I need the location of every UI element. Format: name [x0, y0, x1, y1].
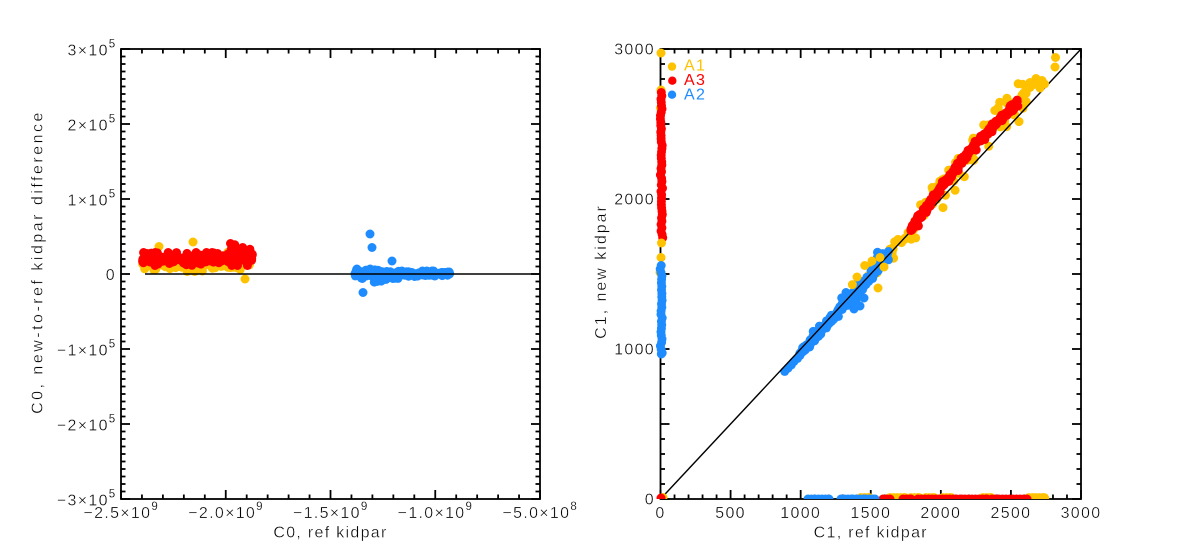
svg-text:0: 0	[645, 492, 655, 509]
svg-text:C0, ref kidpar: C0, ref kidpar	[273, 525, 387, 542]
svg-text:3000: 3000	[1061, 505, 1102, 522]
svg-text:500: 500	[715, 505, 746, 522]
svg-text:−2.5×109: −2.5×109	[83, 501, 158, 522]
svg-text:1000: 1000	[614, 342, 655, 359]
svg-text:−1.0×109: −1.0×109	[398, 501, 473, 522]
svg-text:1000: 1000	[780, 505, 821, 522]
svg-text:3×105: 3×105	[68, 39, 116, 60]
svg-text:2000: 2000	[614, 192, 655, 209]
svg-text:0: 0	[106, 267, 116, 284]
svg-text:3000: 3000	[614, 42, 655, 59]
svg-text:−3×105: −3×105	[57, 489, 116, 510]
svg-text:C1, new kidpar: C1, new kidpar	[593, 204, 610, 339]
svg-text:0: 0	[655, 505, 665, 522]
svg-text:A1: A1	[684, 58, 706, 75]
svg-text:A3: A3	[684, 72, 706, 89]
svg-text:−1×105: −1×105	[57, 339, 116, 360]
svg-text:1×105: 1×105	[68, 189, 116, 210]
svg-text:C0, new-to-ref kidpar differen: C0, new-to-ref kidpar difference	[30, 110, 47, 414]
svg-text:2500: 2500	[991, 505, 1032, 522]
svg-text:−5.0×108: −5.0×108	[502, 501, 577, 522]
svg-text:2000: 2000	[920, 505, 961, 522]
svg-text:A2: A2	[684, 87, 706, 104]
svg-text:−2×105: −2×105	[57, 414, 116, 435]
svg-text:C1, ref kidpar: C1, ref kidpar	[814, 525, 928, 542]
svg-text:−1.5×109: −1.5×109	[293, 501, 368, 522]
svg-text:−2.0×109: −2.0×109	[188, 501, 263, 522]
svg-text:2×105: 2×105	[68, 114, 116, 135]
svg-text:1500: 1500	[850, 505, 891, 522]
